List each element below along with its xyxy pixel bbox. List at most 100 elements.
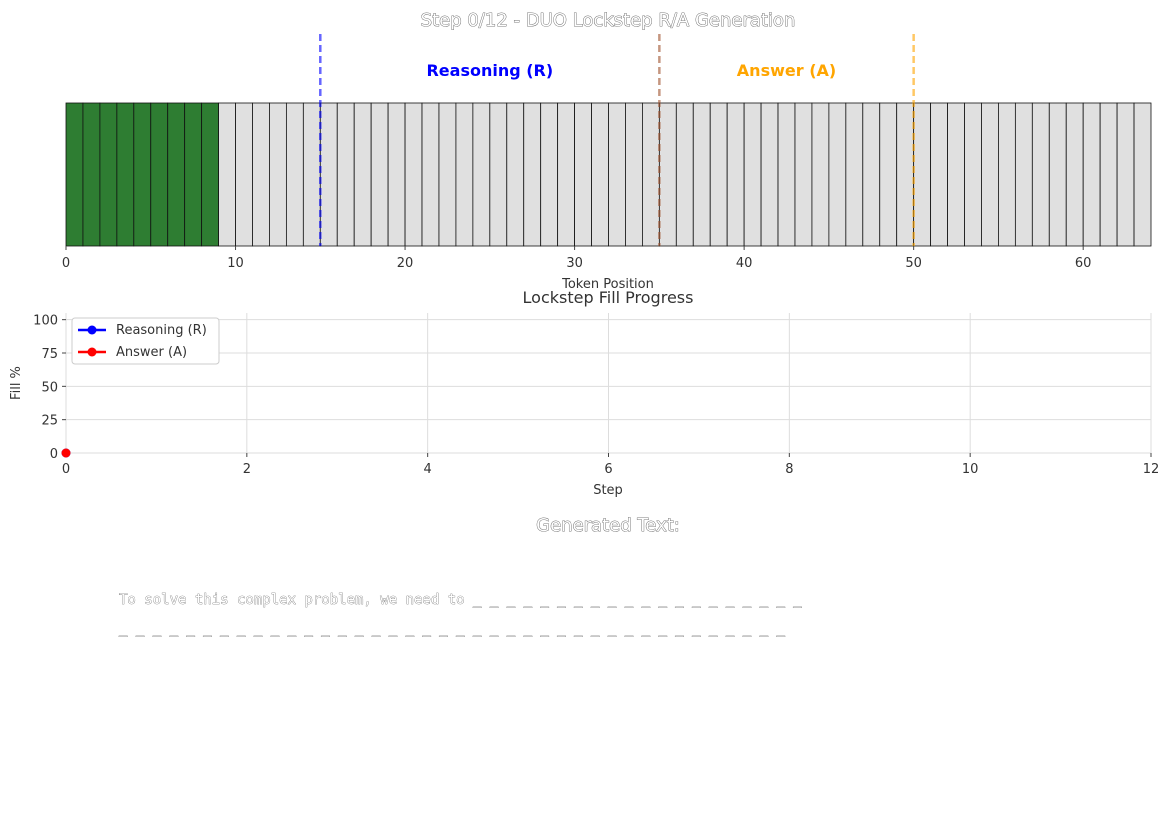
legend-answer-label: Answer (A) — [116, 345, 187, 360]
token-cell-34 — [642, 102, 660, 247]
generated-text-title: Generated Text: — [536, 515, 680, 536]
token-cell-1 — [82, 102, 101, 247]
progress-x-tick-label-0: 0 — [62, 462, 70, 477]
token-cell-9 — [218, 102, 236, 247]
token-cell-33 — [625, 102, 643, 247]
progress-grid — [65, 313, 1152, 454]
region-label-0: Reasoning (R) — [426, 61, 553, 80]
legend-reasoning-label: Reasoning (R) — [116, 323, 207, 338]
token-cell-14 — [302, 102, 321, 247]
token-strip-title: Step 0/12 - DUO Lockstep R/A Generation — [421, 10, 796, 31]
token-cell-6 — [167, 102, 186, 247]
generated-text-line-1: To solve this complex problem, we need t… — [119, 592, 802, 608]
token-x-tick-label-2: 20 — [397, 256, 414, 271]
progress-axes: 0 2 4 6 8 10 12 0 25 50 75 100 — [33, 314, 1159, 477]
legend-reasoning-marker — [87, 325, 97, 335]
token-cell-15 — [319, 102, 338, 247]
generated-text-panel: Generated Text: To solve this complex pr… — [119, 515, 803, 638]
token-cell-27 — [523, 102, 542, 247]
progress-x-tick-label-5: 10 — [962, 462, 979, 477]
token-cell-7 — [184, 102, 203, 247]
token-cell-32 — [608, 102, 626, 247]
token-cell-21 — [421, 102, 440, 247]
token-cell-62 — [1116, 102, 1135, 247]
token-cell-29 — [557, 102, 575, 247]
token-cell-59 — [1065, 102, 1084, 247]
token-cell-2 — [99, 102, 118, 247]
token-cell-12 — [269, 102, 287, 247]
token-cell-11 — [252, 102, 270, 247]
progress-y-tick-label-0: 0 — [50, 447, 58, 462]
progress-x-tick-label-1: 2 — [243, 462, 251, 477]
token-x-axis: 0 10 20 30 40 50 60 — [62, 246, 1092, 271]
token-cell-50 — [913, 102, 932, 247]
series-1-point-0 — [61, 448, 71, 458]
token-cell-57 — [1031, 102, 1050, 247]
token-cell-56 — [1014, 102, 1033, 247]
fill-progress-title: Lockstep Fill Progress — [523, 288, 694, 307]
token-cell-10 — [235, 102, 253, 247]
region-label-1: Answer (A) — [737, 61, 836, 80]
token-cell-4 — [133, 102, 152, 247]
token-cell-18 — [370, 102, 389, 247]
progress-y-tick-label-4: 100 — [33, 314, 58, 329]
token-cell-24 — [472, 102, 491, 247]
progress-x-tick-label-6: 12 — [1143, 462, 1160, 477]
token-cell-5 — [150, 102, 169, 247]
token-cell-31 — [591, 102, 609, 247]
token-cell-52 — [947, 102, 965, 247]
token-cell-38 — [709, 102, 728, 247]
token-x-axis-label: Token Position — [561, 277, 654, 292]
token-x-tick-label-1: 10 — [227, 256, 244, 271]
fill-progress-panel: Lockstep Fill Progress 0 2 4 6 8 10 12 0 25 50 75 1… — [9, 288, 1159, 498]
progress-x-axis-label: Step — [593, 483, 623, 498]
token-cell-13 — [285, 102, 304, 247]
legend-answer-marker — [87, 347, 97, 357]
token-cell-30 — [574, 102, 592, 247]
token-cell-63 — [1133, 102, 1152, 247]
token-cell-17 — [353, 102, 372, 247]
generated-text-line-2: _ _ _ _ _ _ _ _ _ _ _ _ _ _ _ _ _ _ _ _ … — [119, 621, 785, 637]
token-cell-23 — [455, 102, 474, 247]
token-cell-48 — [879, 102, 898, 247]
token-x-tick-label-0: 0 — [62, 256, 70, 271]
token-cell-58 — [1048, 102, 1067, 247]
token-cell-3 — [116, 102, 135, 247]
progress-series — [61, 448, 71, 458]
token-cell-40 — [743, 102, 762, 247]
token-cell-46 — [845, 102, 864, 247]
token-cell-55 — [998, 102, 1016, 247]
progress-x-tick-label-3: 6 — [604, 462, 612, 477]
token-cell-41 — [760, 102, 779, 247]
progress-y-axis-label: Fill % — [9, 366, 24, 400]
token-cell-54 — [981, 102, 999, 247]
token-x-tick-label-4: 40 — [736, 256, 753, 271]
progress-y-tick-label-3: 75 — [41, 347, 58, 362]
token-cell-35 — [658, 102, 677, 247]
token-cell-26 — [506, 102, 525, 247]
token-cell-47 — [862, 102, 881, 247]
token-cell-61 — [1099, 102, 1118, 247]
token-cell-28 — [540, 102, 559, 247]
token-x-tick-label-5: 50 — [905, 256, 922, 271]
token-x-tick-label-3: 30 — [566, 256, 583, 271]
token-cell-22 — [438, 102, 457, 247]
token-cell-19 — [387, 102, 406, 247]
token-cell-37 — [692, 102, 711, 247]
token-cell-60 — [1082, 102, 1101, 247]
region-markers — [319, 34, 915, 246]
token-x-tick-label-6: 60 — [1075, 256, 1092, 271]
token-cell-51 — [930, 102, 948, 247]
progress-x-tick-label-4: 8 — [785, 462, 793, 477]
token-strip-panel: Step 0/12 - DUO Lockstep R/A Generation … — [62, 10, 1152, 292]
token-cell-53 — [964, 102, 982, 247]
region-labels: Reasoning (R) Answer (A) — [426, 61, 836, 80]
token-cell-16 — [336, 102, 355, 247]
legend-box — [71, 317, 220, 365]
progress-y-tick-label-1: 25 — [41, 414, 58, 429]
token-cell-8 — [201, 102, 219, 247]
token-cell-45 — [828, 102, 847, 247]
token-cell-42 — [777, 102, 796, 247]
token-cell-44 — [811, 102, 830, 247]
